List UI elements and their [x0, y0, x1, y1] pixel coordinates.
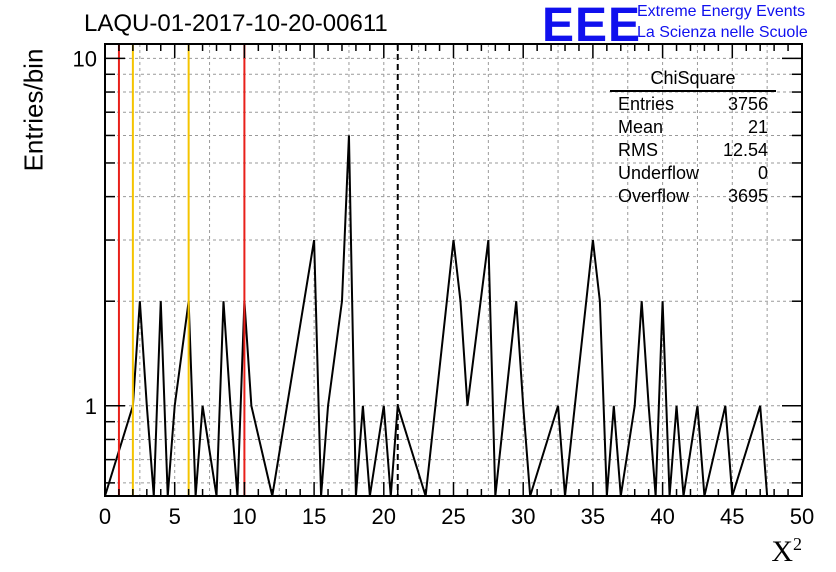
x-axis-label: X2 [771, 534, 802, 569]
histogram-bin [558, 406, 565, 496]
histogram-bin [189, 301, 196, 496]
stat-label: Mean [618, 117, 664, 137]
x-tick-label: 10 [232, 504, 256, 529]
histogram-bin [133, 406, 140, 496]
histogram-bin [649, 406, 656, 496]
histogram-bin [244, 301, 251, 496]
stats-row-underflow: Underflow 0 [610, 162, 776, 185]
x-axis-label-base: X [771, 535, 793, 568]
histogram-bin [363, 406, 370, 496]
histogram-bin [454, 240, 461, 496]
eee-logo: EEE [542, 0, 642, 52]
stat-value: 3756 [727, 94, 768, 114]
stat-label: Overflow [618, 186, 690, 206]
histogram-bin [175, 406, 182, 496]
x-tick-label: 30 [511, 504, 535, 529]
y-tick-label: 1 [85, 394, 97, 419]
histogram-bin [251, 406, 258, 496]
histogram-bin [593, 240, 600, 496]
histogram-bin [140, 301, 147, 496]
histogram-bin [635, 406, 642, 496]
histogram-bin [725, 406, 732, 496]
histogram-bin [663, 301, 670, 496]
histogram-bin [642, 301, 649, 496]
histogram-bin [398, 406, 405, 496]
stats-box: ChiSquare Entries 3756 Mean 21 RMS 12.54… [610, 68, 776, 208]
histogram-bin [600, 301, 607, 496]
logo-line-1: Extreme Energy Events [637, 3, 806, 20]
y-tick-label: 10 [73, 46, 97, 71]
histogram-bin [328, 406, 335, 496]
histogram-bin [384, 406, 391, 496]
histogram-bin [182, 406, 189, 496]
stat-value: 21 [747, 117, 768, 137]
histogram-bin [405, 406, 412, 496]
histogram-bin [488, 240, 495, 496]
stats-row-entries: Entries 3756 [610, 93, 776, 116]
histogram-line [104, 135, 802, 497]
histogram-bin [210, 406, 217, 496]
logo-line-2: La Scienza nelle Scuole [637, 24, 808, 41]
histogram-bin [614, 406, 621, 496]
x-tick-label: 45 [720, 504, 744, 529]
stat-label: Underflow [618, 163, 700, 183]
histogram-bin [467, 406, 474, 496]
histogram-bin [265, 406, 272, 496]
x-tick-label: 5 [169, 504, 181, 529]
x-tick-label: 50 [790, 504, 814, 529]
histogram-bin [412, 406, 419, 496]
stat-value: 12.54 [722, 140, 768, 160]
stat-label: RMS [618, 140, 658, 160]
stat-value: 3695 [727, 186, 768, 206]
histogram-bin [697, 406, 704, 496]
histogram-bin [460, 301, 467, 496]
histogram-bin [223, 301, 230, 496]
x-tick-label: 25 [441, 504, 465, 529]
x-tick-label: 20 [372, 504, 396, 529]
x-tick-label: 15 [302, 504, 326, 529]
histogram-bin [474, 406, 481, 496]
histogram-bin [161, 301, 168, 496]
histogram-bin [147, 406, 154, 496]
x-axis-label-superscript: 2 [793, 534, 802, 554]
x-tick-label: 0 [99, 504, 111, 529]
x-tick-label: 40 [650, 504, 674, 529]
stat-value: 0 [757, 163, 768, 183]
stats-row-rms: RMS 12.54 [610, 139, 776, 162]
histogram-bin [230, 406, 237, 496]
histogram-bin [203, 406, 210, 496]
histogram-bin [342, 301, 349, 496]
histogram-bin [335, 406, 342, 496]
stats-row-mean: Mean 21 [610, 116, 776, 139]
histogram-bin [516, 301, 523, 496]
stat-label: Entries [618, 94, 675, 114]
stats-box-title: ChiSquare [610, 68, 776, 92]
histogram-bin [523, 406, 530, 496]
histogram-bin [419, 406, 426, 496]
chart-title: LAQU-01-2017-10-20-00611 [84, 10, 388, 37]
histogram-bin [677, 406, 684, 496]
stats-row-overflow: Overflow 3695 [610, 185, 776, 208]
histogram-bin [349, 135, 356, 496]
histogram-bin [760, 406, 767, 496]
histogram-bin [314, 240, 321, 496]
histogram-bin [481, 406, 488, 496]
histogram-bin [258, 406, 265, 496]
x-tick-label: 35 [581, 504, 605, 529]
